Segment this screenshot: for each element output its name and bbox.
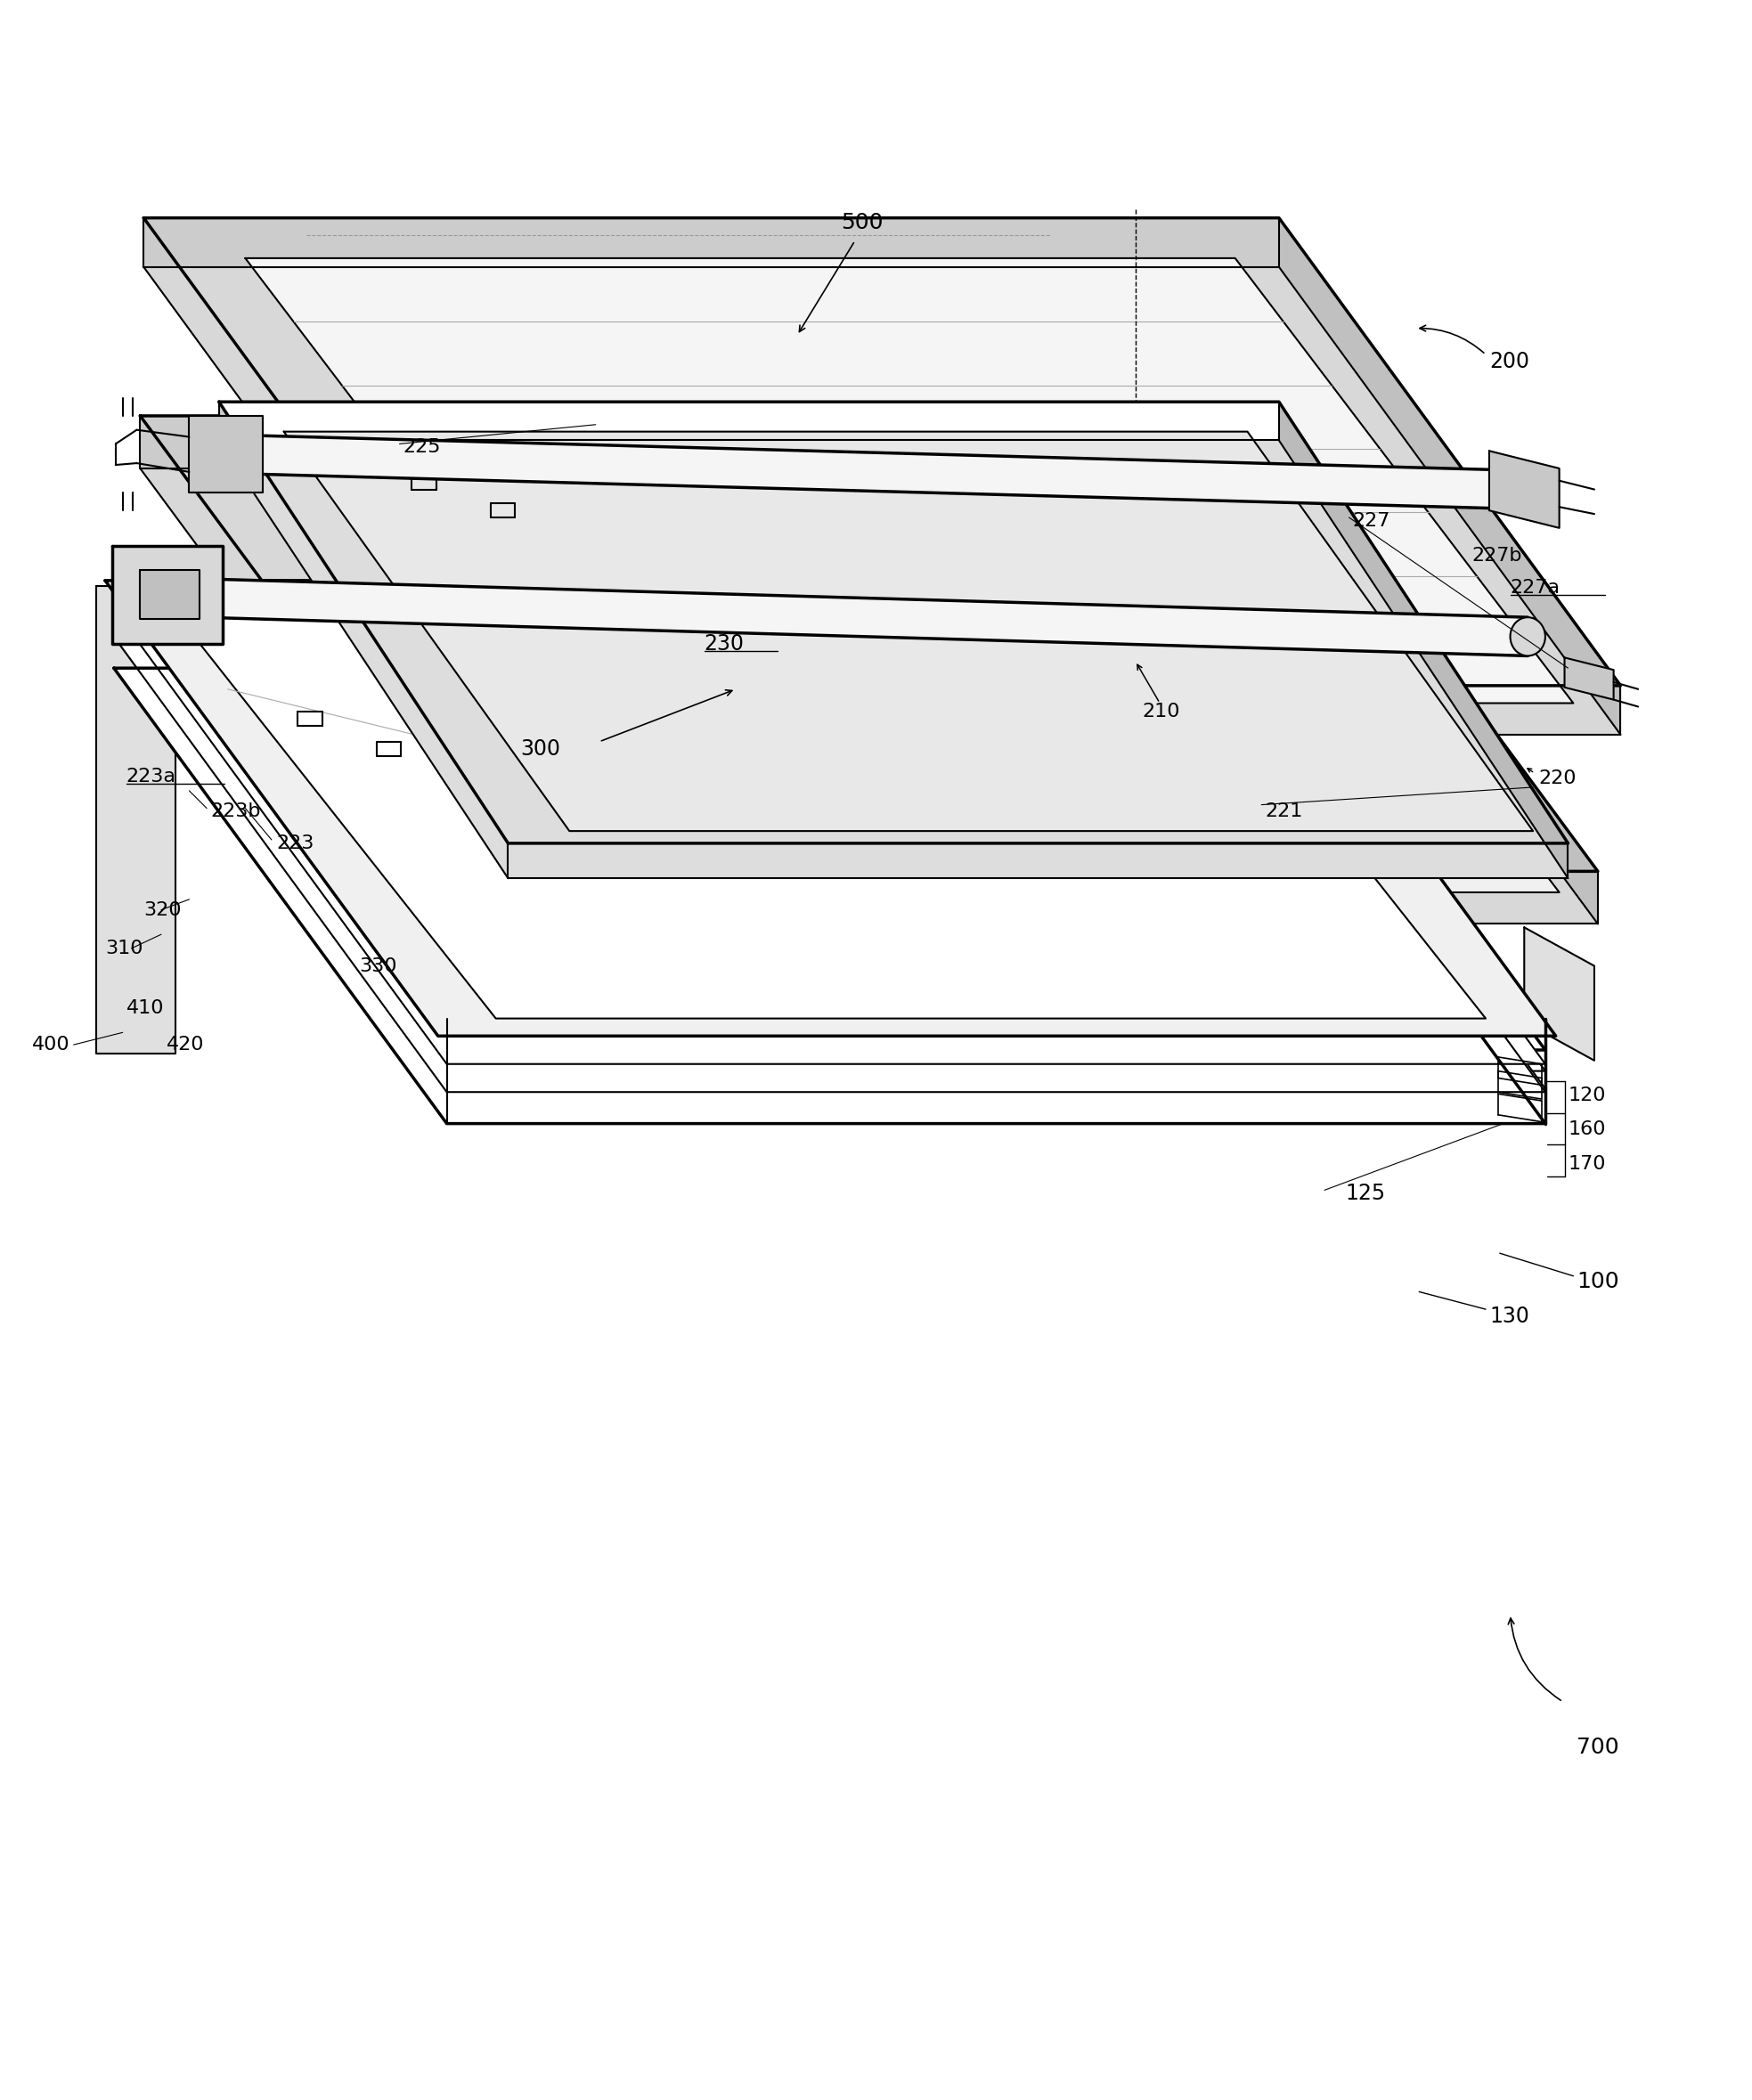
Ellipse shape: [1494, 470, 1526, 508]
Text: 225: 225: [403, 439, 442, 456]
Ellipse shape: [226, 435, 258, 475]
Polygon shape: [284, 433, 1533, 832]
Text: 210: 210: [1142, 704, 1181, 720]
Polygon shape: [1279, 218, 1621, 735]
Text: 700: 700: [1577, 1737, 1619, 1758]
Polygon shape: [114, 598, 1545, 1050]
Text: 230: 230: [704, 632, 745, 655]
Polygon shape: [219, 441, 1568, 878]
Polygon shape: [144, 218, 1279, 267]
Polygon shape: [140, 569, 200, 619]
Polygon shape: [105, 580, 1556, 1035]
Text: 410: 410: [126, 1000, 165, 1016]
Polygon shape: [219, 401, 1568, 844]
Text: 221: 221: [1265, 802, 1303, 821]
Polygon shape: [114, 609, 1545, 1065]
Polygon shape: [1261, 416, 1598, 924]
Polygon shape: [114, 636, 1545, 1092]
Polygon shape: [219, 401, 508, 878]
Ellipse shape: [1510, 617, 1545, 655]
Text: 300: 300: [520, 737, 561, 760]
Text: 223: 223: [277, 834, 315, 853]
Text: 100: 100: [1577, 1270, 1619, 1291]
Text: 125: 125: [1346, 1182, 1386, 1203]
Polygon shape: [140, 468, 1598, 924]
Polygon shape: [140, 416, 1598, 871]
Polygon shape: [114, 620, 1545, 1071]
Text: 170: 170: [1568, 1155, 1607, 1172]
Polygon shape: [114, 668, 1545, 1124]
Text: 420: 420: [166, 1035, 205, 1054]
Polygon shape: [1489, 451, 1559, 527]
Polygon shape: [1279, 401, 1568, 878]
Polygon shape: [201, 580, 1528, 655]
Polygon shape: [114, 636, 1545, 1088]
Text: 130: 130: [1489, 1306, 1529, 1327]
Polygon shape: [242, 435, 1510, 508]
Text: 227: 227: [1353, 512, 1391, 529]
Text: 223a: 223a: [126, 769, 175, 785]
Text: 330: 330: [359, 958, 398, 974]
Text: 120: 120: [1568, 1086, 1607, 1105]
Text: 500: 500: [841, 212, 883, 233]
Text: 227b: 227b: [1472, 548, 1522, 565]
Ellipse shape: [184, 580, 219, 617]
Polygon shape: [144, 218, 1621, 685]
Polygon shape: [144, 267, 1621, 735]
Text: 220: 220: [1538, 769, 1577, 788]
Polygon shape: [166, 601, 1486, 1018]
Text: 160: 160: [1568, 1119, 1607, 1138]
Polygon shape: [1524, 928, 1594, 1061]
Text: 223b: 223b: [210, 802, 261, 821]
Text: 200: 200: [1489, 351, 1529, 372]
Polygon shape: [189, 416, 263, 494]
Text: 227a: 227a: [1510, 580, 1559, 596]
Polygon shape: [96, 586, 175, 1054]
Text: 400: 400: [32, 1035, 70, 1054]
Polygon shape: [242, 454, 1559, 892]
Polygon shape: [1565, 657, 1614, 699]
Text: 320: 320: [144, 901, 182, 920]
Polygon shape: [112, 546, 223, 643]
Text: 310: 310: [105, 939, 144, 958]
Polygon shape: [140, 416, 1261, 468]
Polygon shape: [245, 258, 1573, 704]
